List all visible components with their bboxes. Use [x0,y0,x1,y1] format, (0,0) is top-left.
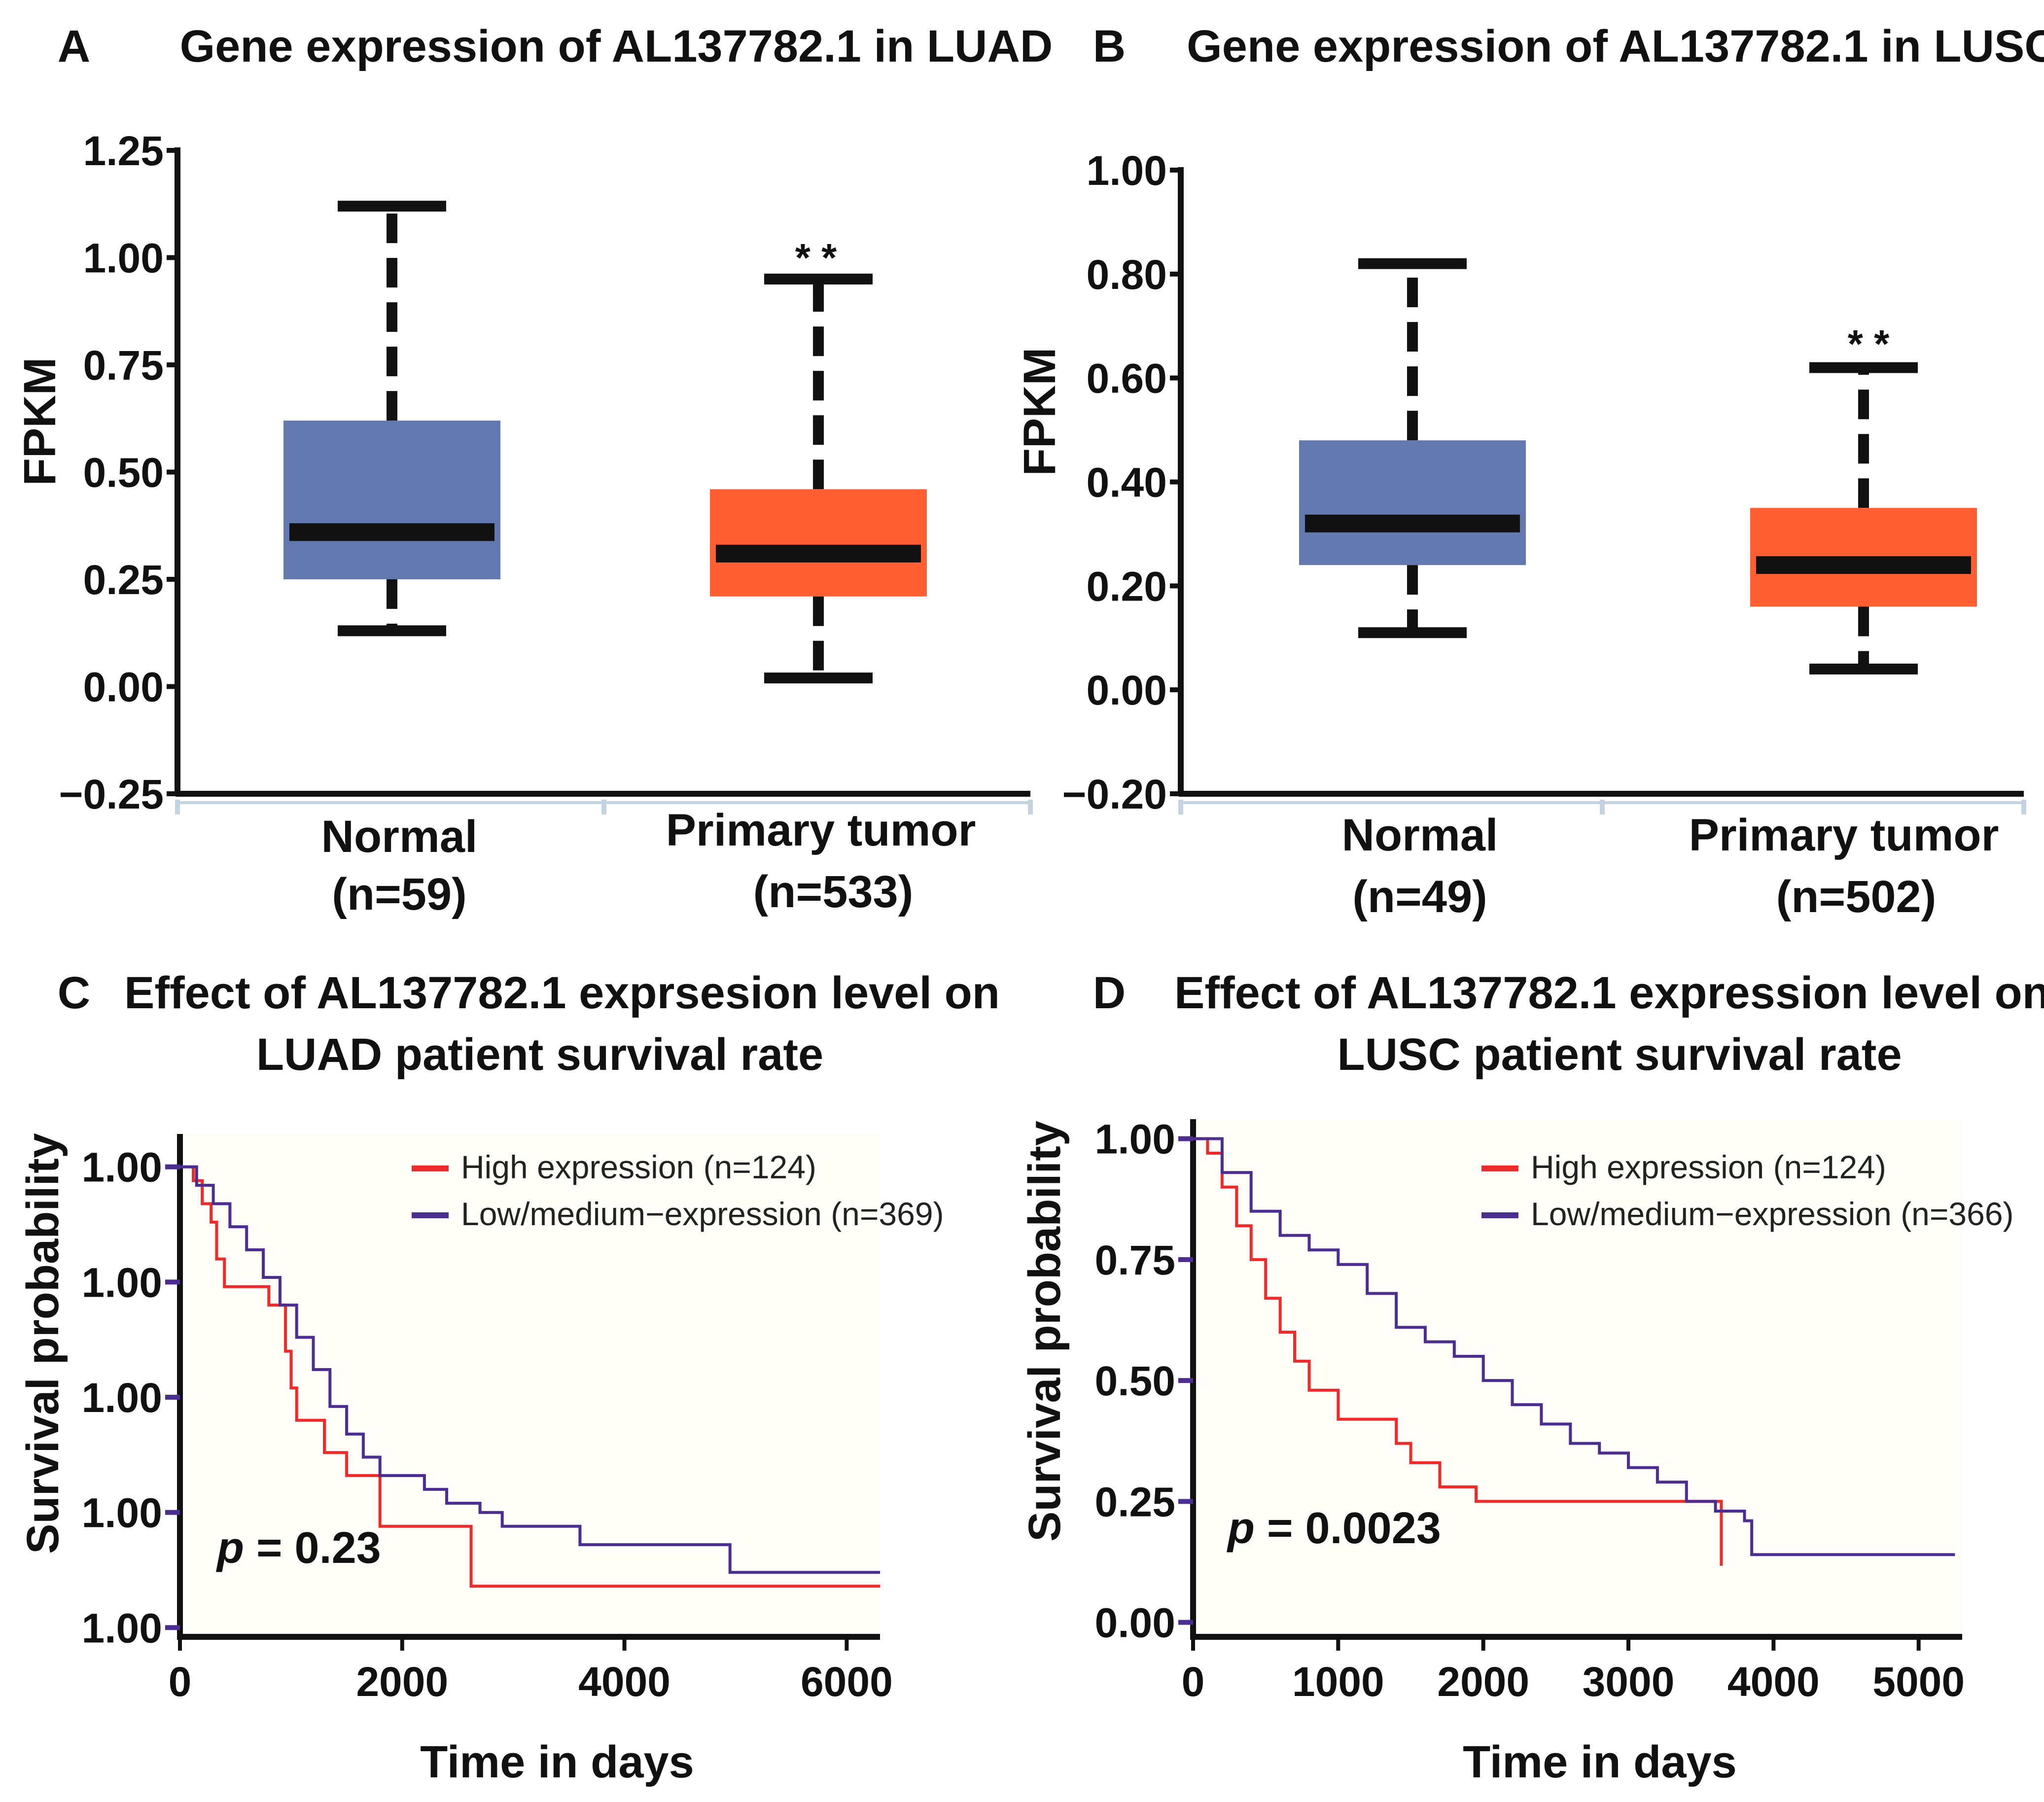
c-ytick-label-1: 1.00 [82,1490,163,1536]
c-xtick-label-2: 4000 [578,1659,670,1705]
d-series-high-curve [1193,1137,1723,1566]
a-ytick-label-3: 0.50 [83,450,164,496]
a-ytick-label-0: −0.25 [59,771,164,817]
panel-a: A Gene expression of AL137782.1 in LUAD … [15,21,1053,919]
panel-b-significance: * * [1848,322,1890,366]
a-ytick-label-1: 0.00 [83,664,164,710]
b-ytick-label-2: 0.20 [1087,563,1167,609]
panel-a-title: Gene expression of AL137782.1 in LUAD [180,21,1053,71]
c-xtick-label-1: 2000 [356,1659,448,1705]
c-plot-background [180,1134,880,1637]
d-ytick-label-0: 0.00 [1095,1600,1176,1646]
b-normal-box [1299,440,1526,565]
a-ytick-label-2: 0.25 [83,557,164,603]
a-ytick-label-4: 0.75 [83,342,164,389]
d-xtick-label-1: 1000 [1292,1659,1384,1705]
c-ytick-label-4: 1.00 [82,1144,163,1191]
c-ytick-label-0: 1.00 [82,1605,163,1651]
b-ytick-label-5: 0.80 [1087,251,1167,298]
b-ytick-label-1: 0.00 [1087,667,1167,713]
c-legend-high-label: High expression (n=124) [461,1149,816,1185]
panel-b-category-tumor: Primary tumor [1689,810,1999,860]
c-xtick-label-3: 6000 [801,1659,893,1705]
d-xtick-label-5: 5000 [1872,1659,1965,1705]
panel-a-category-normal-n: (n=59) [332,869,467,919]
panel-b-boxes [1299,258,1977,674]
panel-a-boxes [283,201,927,684]
d-ytick-label-4: 1.00 [1095,1116,1176,1163]
c-ytick-label-2: 1.00 [82,1375,163,1421]
panel-d-pvalue: p = 0.0023 [1227,1504,1441,1553]
a-tumor-box [710,489,927,597]
b-normal-median-line [1305,514,1520,532]
panel-d-letter: D [1093,968,1126,1018]
b-tumor-median-line [1756,556,1971,574]
d-xtick-label-0: 0 [1182,1659,1205,1705]
a-tumor-median-line [716,544,921,563]
d-ytick-label-3: 0.75 [1095,1237,1176,1283]
panel-a-significance: * * [795,236,837,280]
panel-c-p-number: = 0.23 [244,1523,381,1573]
c-series-low-medium-curve [180,1165,880,1574]
panel-c-p-letter: p [216,1523,244,1573]
panel-c-title-line1: Effect of AL137782.1 exprsesion level on [124,968,1000,1018]
d-legend-low-medium-label: Low/medium−expression (n=366) [1531,1196,2014,1232]
panel-d-title-line2: LUSC patient survival rate [1337,1029,1902,1080]
panel-d-p-number: = 0.0023 [1255,1504,1441,1553]
panel-d-title-line1: Effect of AL137782.1 expression level on [1174,968,2044,1018]
b-ytick-label-3: 0.40 [1087,459,1167,506]
panel-d-ylabel: Survival probability [1020,1121,1070,1542]
panel-d: D Effect of AL137782.1 expression level … [1020,968,2044,1787]
panel-a-ylabel: FPKM [15,357,65,486]
c-xtick-label-0: 0 [169,1659,192,1705]
a-ytick-label-6: 1.25 [83,128,164,174]
panel-c-letter: C [58,968,90,1018]
d-ytick-label-2: 0.50 [1095,1358,1176,1404]
panel-b-letter: B [1093,21,1126,71]
panel-c-xlabel: Time in days [420,1737,694,1787]
d-plot-background [1193,1119,1962,1637]
d-xtick-label-3: 3000 [1583,1659,1675,1705]
b-ytick-label-6: 1.00 [1087,147,1167,194]
panel-c-ylabel: Survival probability [18,1133,68,1554]
panel-b-category-normal-n: (n=49) [1352,872,1487,922]
a-ytick-label-5: 1.00 [83,235,164,282]
panel-b-title: Gene expression of AL137782.1 in LUSC [1187,21,2044,71]
panel-a-category-tumor-n: (n=533) [753,867,914,917]
d-legend-high-label: High expression (n=124) [1531,1149,1886,1185]
b-ytick-label-0: −0.20 [1062,771,1167,817]
panel-c-title-line2: LUAD patient survival rate [256,1029,823,1080]
d-xtick-label-4: 4000 [1727,1659,1820,1705]
b-ytick-label-4: 0.60 [1087,355,1167,402]
a-normal-box [283,421,500,579]
c-ytick-label-3: 1.00 [82,1259,163,1306]
panel-a-category-tumor: Primary tumor [666,805,976,855]
d-xtick-label-2: 2000 [1437,1659,1529,1705]
panel-b-yaxis-ticks: −0.20 0.00 0.20 0.40 0.60 0.80 1.00 [1062,147,2026,817]
c-series-high-curve [180,1165,880,1588]
d-ytick-label-1: 0.25 [1095,1479,1176,1525]
panel-b-category-tumor-n: (n=502) [1776,872,1937,922]
panel-b-category-normal: Normal [1342,810,1498,860]
panel-b: B Gene expression of AL137782.1 in LUSC … [1015,21,2044,922]
panel-b-ylabel: FPKM [1015,348,1065,476]
panel-a-letter: A [58,21,90,71]
a-normal-median-line [289,523,494,541]
panel-c-pvalue: p = 0.23 [216,1523,381,1573]
panel-d-p-letter: p [1227,1504,1255,1553]
panel-a-yaxis-ticks: −0.25 0.00 0.25 0.50 0.75 1.00 1.25 [59,128,1033,817]
panel-d-plot: 0.00 0.25 0.50 0.75 1.00 0 1000 2000 3000 4000 500… [1095,1116,2014,1705]
d-series-low-medium-curve [1193,1137,1955,1556]
c-legend-low-medium-label: Low/medium−expression (n=369) [461,1196,944,1232]
panel-c: C Effect of AL137782.1 exprsesion level … [18,968,1000,1787]
panel-d-xlabel: Time in days [1463,1737,1737,1787]
panel-a-category-normal: Normal [321,812,478,862]
